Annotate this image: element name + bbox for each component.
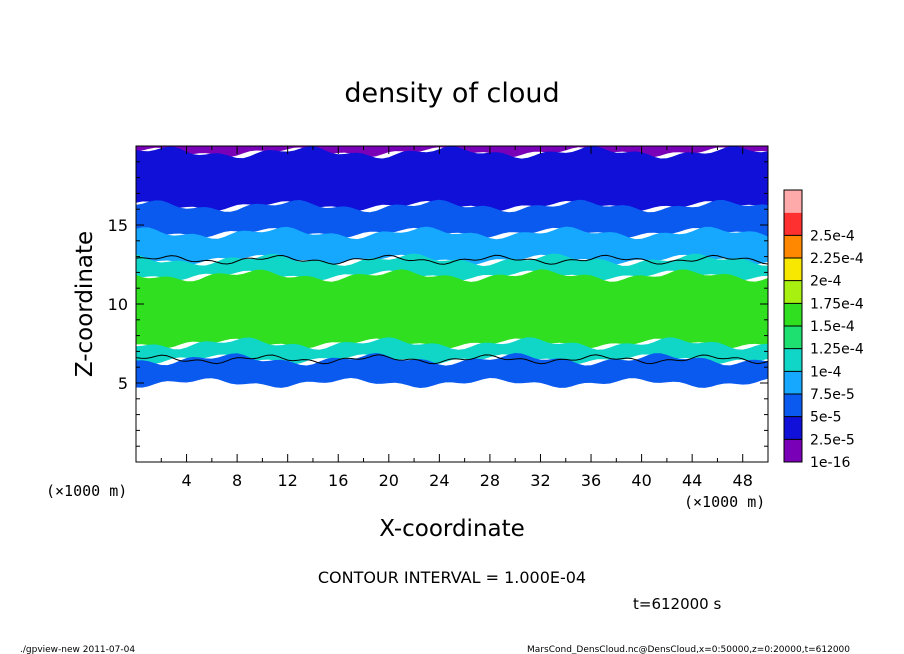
y-tick-label: 10 [108,295,128,314]
colorbar-swatch [784,190,802,213]
contour-interval-note: CONTOUR INTERVAL = 1.000E-04 [318,568,586,587]
colorbar-swatch [784,258,802,281]
density-field [136,146,768,462]
x-unit-right: (×1000 m) [684,493,765,511]
contour-line [136,354,768,365]
colorbar-label: 2.5e-4 [810,228,855,244]
colorbar-swatch [784,394,802,417]
x-tick-label: 12 [278,471,298,490]
x-tick-label: 4 [181,471,191,490]
colorbar-swatch [784,212,802,236]
colorbar-swatch [784,326,802,349]
y-axis-label: Z-coordinate [72,231,98,377]
y-tick-label: 5 [118,374,128,393]
x-tick-label: 8 [232,471,242,490]
band-5e-5 [136,199,768,238]
x-tick-label: 40 [631,471,651,490]
time-label: t=612000 s [633,595,721,613]
x-tick-label: 16 [328,471,348,490]
colorbar-swatch [784,348,802,372]
footer-left: ./gpview-new 2011-07-04 [20,645,135,654]
x-tick-label: 20 [379,471,399,490]
footer-right: MarsCond_DensCloud.nc@DensCloud,x=0:5000… [527,645,850,654]
colorbar-swatch [784,235,802,258]
y-axis: 5 10 15 [108,161,768,447]
colorbar-swatch [784,303,802,326]
band-1e-4 [136,253,768,281]
colorbar-label: 2.25e-4 [810,251,864,267]
contour-lines [136,254,768,365]
colorbar-label: 1.25e-4 [810,342,864,358]
x-tick-label: 44 [682,471,702,490]
colorbar-swatch [784,439,802,462]
band-1.5e-4 [136,269,768,349]
chart-title: density of cloud [344,78,559,109]
band-2.5e-5 [136,146,768,212]
band-7.5e-5 [136,226,768,265]
colorbar-swatch [784,280,802,304]
colorbar-label: 7.5e-5 [810,387,855,403]
band-1e-4 [136,337,768,365]
x-unit-left: (×1000 m) [46,482,127,500]
x-tick-label: 48 [733,471,753,490]
x-tick-label: 28 [480,471,500,490]
x-tick-label: 24 [429,471,449,490]
colorbar-label: 2e-4 [810,274,842,290]
y-tick-label: 15 [108,216,128,235]
colorbar-label: 1.75e-4 [810,296,864,312]
band-1e-16 [136,146,768,158]
colorbar-swatch [784,371,802,394]
colorbar-swatch [784,416,802,440]
colorbar-label: 2.5e-5 [810,432,855,448]
colorbar-label: 1e-4 [810,364,842,380]
x-tick-label: 32 [530,471,550,490]
band-5e-5 [136,353,768,388]
contour-line [136,254,768,265]
colorbar-label: 1e-16 [810,455,850,471]
colorbar: 1e-16 2.5e-5 5e-5 7.5e-5 1e-4 1.25e-4 1.5e-4 1.… [783,189,864,471]
x-tick-label: 36 [581,471,601,490]
colorbar-label: 5e-5 [810,410,841,426]
colorbar-label: 1.5e-4 [810,319,855,335]
x-axis: 4 8 12 16 20 24 28 32 36 40 44 48 [160,146,753,490]
x-axis-label: X-coordinate [379,516,525,542]
